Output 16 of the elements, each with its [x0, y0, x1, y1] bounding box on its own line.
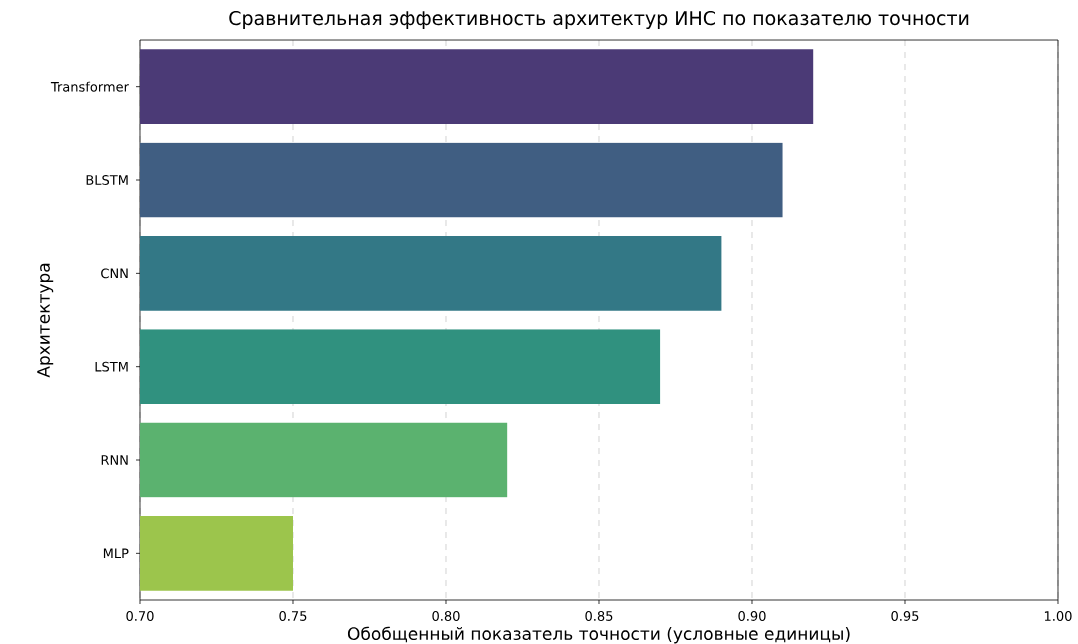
x-tick-label: 0.70	[126, 611, 154, 621]
x-tick-label: 0.80	[432, 611, 460, 621]
y-tick-label: RNN	[101, 455, 128, 465]
x-tick-label: 0.85	[585, 611, 613, 621]
y-tick-label: CNN	[101, 268, 128, 279]
x-tick-label: 0.75	[279, 611, 307, 621]
y-tick-label: LSTM	[95, 361, 128, 372]
x-tick-label: 0.95	[891, 611, 919, 621]
y-tick-label: BLSTM	[86, 175, 128, 185]
x-axis-title: Обобщенный показатель точности (условные единицы)	[347, 626, 850, 644]
y-tick-label: Transformer	[50, 81, 129, 92]
y-tick-label: MLP	[103, 548, 129, 559]
chart-title: Сравнительная эффективность архитектур ИНС по показателю точности	[229, 10, 969, 29]
x-tick-label: 0.90	[738, 611, 766, 621]
x-tick-label: 1.00	[1044, 611, 1072, 621]
y-axis-title: Архитектура	[37, 263, 54, 378]
